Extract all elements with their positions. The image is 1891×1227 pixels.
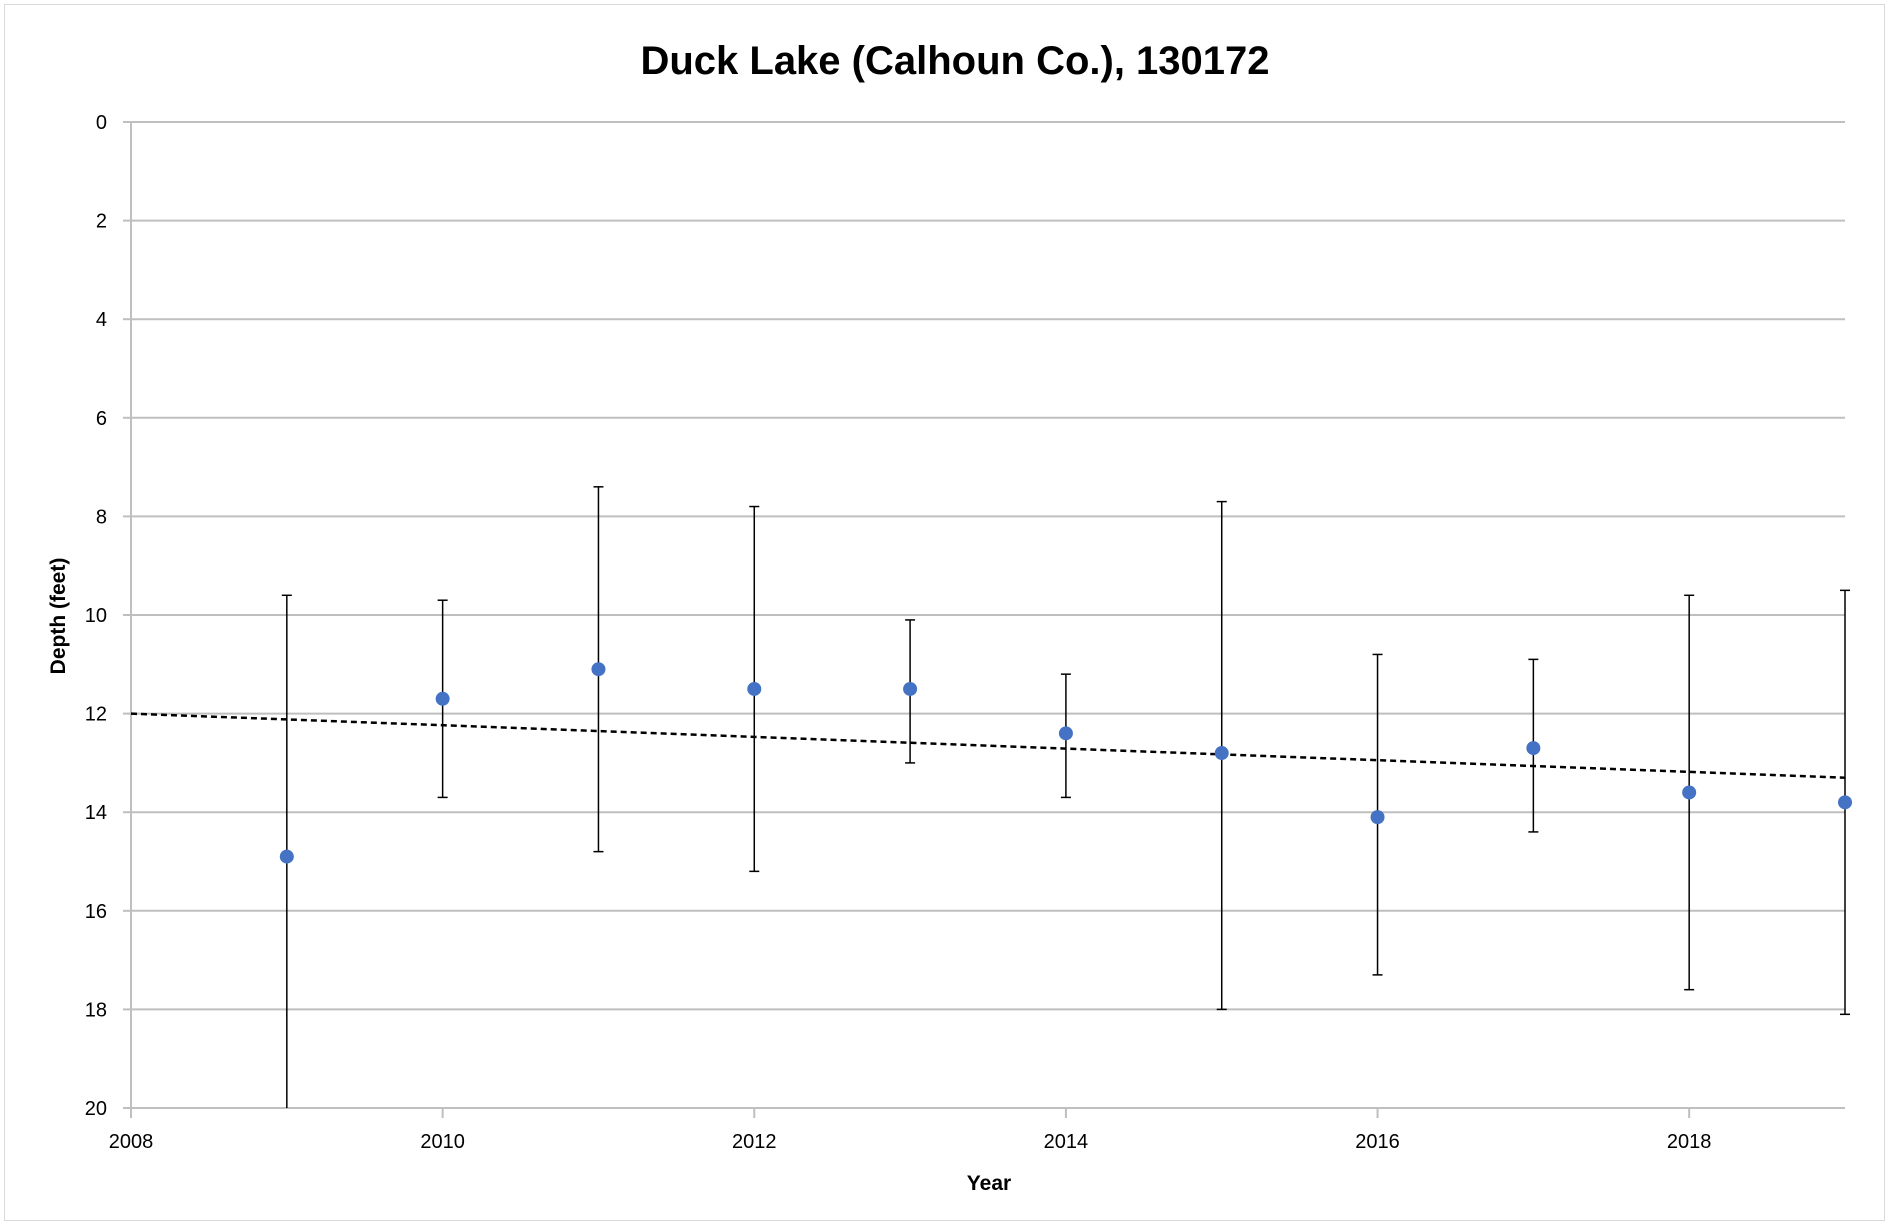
data-point bbox=[1682, 785, 1696, 799]
gridlines bbox=[131, 122, 1845, 1009]
y-tick-labels: 0 2 4 6 8 10 12 14 16 18 20 bbox=[85, 112, 107, 1120]
trendline-layer bbox=[131, 714, 1845, 778]
x-tick-label: 2012 bbox=[732, 1131, 777, 1153]
y-tick-label: 16 bbox=[85, 901, 107, 923]
y-axis-label: Depth (feet) bbox=[47, 558, 70, 675]
y-tick-label: 20 bbox=[85, 1098, 107, 1120]
error-bars bbox=[282, 487, 1850, 1108]
y-tick-label: 0 bbox=[96, 112, 107, 134]
x-tick-label: 2016 bbox=[1355, 1131, 1400, 1153]
trendline bbox=[131, 714, 1845, 778]
data-point bbox=[1059, 726, 1073, 740]
data-point bbox=[747, 682, 761, 696]
data-point bbox=[280, 850, 294, 864]
x-tick-label: 2010 bbox=[420, 1131, 465, 1153]
data-point bbox=[903, 682, 917, 696]
x-tick-labels: 2008 2010 2012 2014 2016 2018 bbox=[109, 1131, 1712, 1153]
data-point bbox=[591, 662, 605, 676]
data-point bbox=[1371, 810, 1385, 824]
y-tick-label: 10 bbox=[85, 605, 107, 627]
x-axis-label: Year bbox=[967, 1172, 1011, 1195]
data-point bbox=[1838, 795, 1852, 809]
data-point bbox=[1215, 746, 1229, 760]
chart-title: Duck Lake (Calhoun Co.), 130172 bbox=[640, 39, 1269, 83]
y-tick-label: 2 bbox=[96, 211, 107, 233]
axes bbox=[123, 122, 1845, 1118]
y-tick-label: 14 bbox=[85, 802, 107, 824]
data-point bbox=[1526, 741, 1540, 755]
y-tick-label: 18 bbox=[85, 999, 107, 1021]
y-tick-label: 8 bbox=[96, 506, 107, 528]
y-tick-label: 6 bbox=[96, 408, 107, 430]
x-tick-label: 2014 bbox=[1044, 1131, 1089, 1153]
x-tick-label: 2018 bbox=[1667, 1131, 1712, 1153]
x-tick-label: 2008 bbox=[109, 1131, 154, 1153]
data-point bbox=[436, 692, 450, 706]
y-tick-label: 12 bbox=[85, 704, 107, 726]
y-tick-label: 4 bbox=[96, 309, 107, 331]
